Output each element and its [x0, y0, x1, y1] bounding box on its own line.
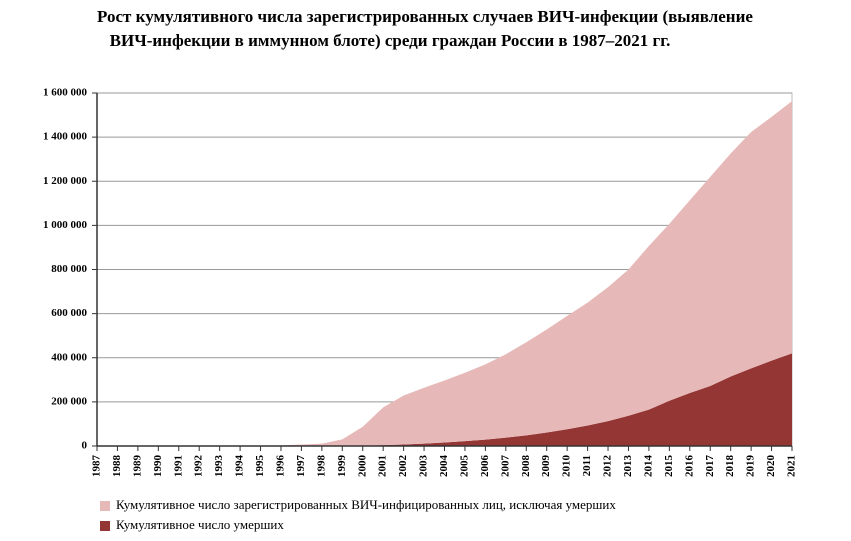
x-tick-label: 1993 [213, 455, 225, 478]
x-tick-label: 1987 [91, 455, 103, 478]
x-tick-label: 2007 [499, 454, 511, 477]
x-tick-label: 2012 [602, 455, 614, 478]
y-tick-label: 400 000 [51, 351, 87, 363]
x-tick-label: 2014 [642, 455, 654, 478]
area [97, 101, 792, 447]
x-tick-label: 1997 [295, 455, 307, 478]
legend-label: Кумулятивное число зарегистрированных ВИ… [116, 497, 616, 512]
y-tick-label: 1 400 000 [43, 131, 88, 143]
x-tick-label: 2021 [786, 455, 798, 477]
x-tick-label: 2019 [745, 455, 757, 478]
x-tick-label: 2010 [561, 455, 573, 478]
y-tick-label: 200 000 [51, 395, 87, 407]
x-tick-label: 2002 [397, 455, 409, 478]
x-tick-label: 1992 [193, 455, 205, 478]
x-tick-label: 2005 [458, 455, 470, 478]
x-tick-label: 2011 [581, 455, 593, 476]
x-tick-label: 1998 [315, 455, 327, 478]
x-tick-label: 2015 [663, 455, 675, 478]
y-tick-label: 1 200 000 [43, 175, 88, 187]
x-tick-label: 1990 [152, 455, 164, 478]
x-tick-label: 2013 [622, 455, 634, 478]
chart-title: ВИЧ-инфекции в иммунном блоте) среди гра… [110, 31, 671, 50]
legend-swatch [100, 521, 110, 531]
area [97, 353, 792, 446]
x-tick-label: 1988 [111, 455, 123, 478]
x-tick-label: 2020 [765, 455, 777, 478]
y-tick-label: 800 000 [51, 263, 87, 275]
x-tick-label: 1991 [172, 455, 184, 477]
legend-swatch [100, 501, 110, 511]
y-tick-label: 600 000 [51, 307, 87, 319]
x-tick-label: 2008 [520, 455, 532, 478]
x-tick-label: 2018 [724, 455, 736, 478]
x-tick-label: 2003 [418, 455, 430, 478]
x-tick-label: 2001 [377, 455, 389, 477]
legend-label: Кумулятивное число умерших [116, 517, 284, 532]
x-tick-label: 2017 [704, 455, 716, 478]
x-tick-label: 1999 [336, 455, 348, 478]
y-tick-label: 1 000 000 [43, 219, 88, 231]
x-tick-label: 2000 [356, 455, 368, 478]
x-tick-label: 1994 [234, 455, 246, 478]
x-tick-label: 2009 [540, 455, 552, 478]
x-tick-label: 1989 [131, 455, 143, 478]
x-tick-label: 2006 [479, 455, 491, 478]
x-tick-label: 1995 [254, 455, 266, 478]
chart-title: Рост кумулятивного числа зарегистрирован… [97, 7, 753, 26]
y-tick-label: 1 600 000 [43, 87, 88, 99]
x-tick-label: 2016 [683, 455, 695, 478]
x-tick-label: 1996 [275, 455, 287, 478]
x-tick-label: 2004 [438, 455, 450, 478]
y-tick-label: 0 [82, 440, 88, 452]
